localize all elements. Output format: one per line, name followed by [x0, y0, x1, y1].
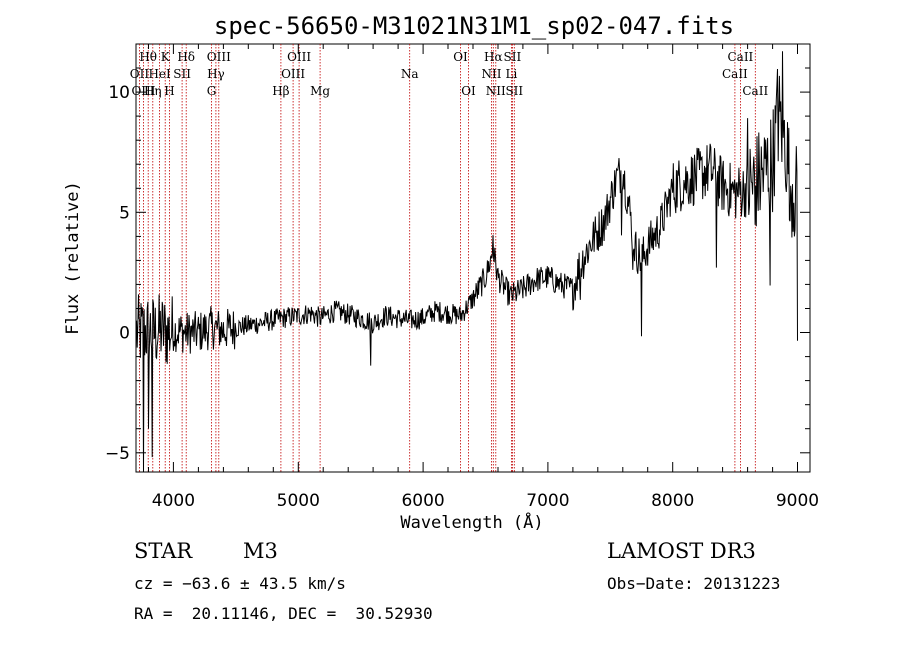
x-axis-title: Wavelength (Å) [400, 511, 543, 533]
spectral-line-label: Hα [484, 50, 503, 64]
spectral-line-label: Na [401, 67, 419, 81]
spectral-line-label: G [207, 84, 217, 98]
spectral-line-label: CaII [722, 67, 748, 81]
spectral-line-label: Hη [144, 84, 162, 98]
spectral-line-label: SII [504, 50, 522, 64]
spectral-line-label: Li [505, 67, 517, 81]
spectral-line-label: CaII [727, 50, 753, 64]
object-subclass: M3 [243, 539, 278, 563]
spectral-line-label: HeI [148, 67, 171, 81]
y-axis-ticks: −5 0 5 10 [105, 67, 810, 464]
x-tick-label: 8000 [651, 491, 694, 511]
y-tick-label: 0 [119, 324, 130, 344]
coordinates: RA = 20.11146, DEC = 30.52930 [134, 604, 433, 623]
spectral-line-label: OIII [131, 84, 155, 98]
spectral-line-label: SII [505, 84, 523, 98]
y-tick-label: 5 [119, 203, 130, 223]
y-axis-title: Flux (relative) [63, 181, 83, 335]
spectral-line-label: CaII [742, 84, 768, 98]
x-tick-label: 6000 [401, 491, 444, 511]
spectrum-line [136, 51, 798, 473]
y-tick-label: 10 [108, 83, 130, 103]
observation-date: Obs−Date: 20131223 [607, 574, 781, 593]
x-tick-label: 7000 [526, 491, 569, 511]
x-tick-label: 9000 [776, 491, 819, 511]
spectral-line-label: OIII [287, 50, 311, 64]
spectral-line-label: Mg [310, 84, 330, 98]
spectral-line-label: OIII [281, 67, 305, 81]
spectral-line-label: OIII [207, 50, 231, 64]
spectral-line-label: NII [486, 84, 506, 98]
redshift-velocity: cz = −63.6 ± 43.5 km/s [134, 574, 346, 593]
survey-name: LAMOST DR3 [607, 539, 756, 563]
spectral-line-label: OI [461, 84, 476, 98]
chart-title: spec-56650-M31021N31M1_sp02-047.fits [214, 12, 734, 40]
object-type: STAR [134, 539, 193, 563]
spectral-line-label: OII [130, 67, 150, 81]
y-tick-label: −5 [105, 444, 130, 464]
x-tick-label: 5000 [277, 491, 320, 511]
spectral-line-label: K [161, 50, 171, 64]
spectral-line-label: Hδ [177, 50, 195, 64]
plot-frame [135, 43, 811, 473]
spectral-line-label: SII [173, 67, 191, 81]
spectral-line-markers [138, 44, 756, 472]
x-tick-label: 4000 [152, 491, 195, 511]
spectral-line-label: Hγ [207, 67, 225, 81]
spectral-line-label: OI [453, 50, 468, 64]
spectral-line-label: Hθ [139, 50, 157, 64]
spectral-line-label: H [164, 84, 174, 98]
spectral-line-label: Hβ [272, 84, 289, 98]
x-axis-ticks: 4000 5000 6000 7000 8000 9000 [148, 44, 819, 511]
spectral-line-label: NII [482, 67, 502, 81]
